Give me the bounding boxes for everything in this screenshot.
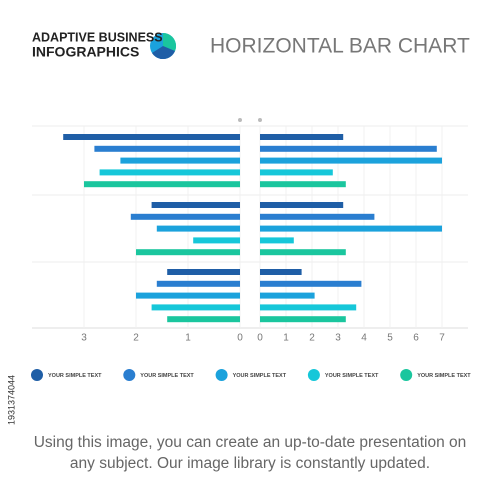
caption: any subject. Our image library is consta… (70, 455, 430, 472)
legend-label: YOUR SIMPLE TEXT (140, 373, 194, 379)
legend-label: YOUR SIMPLE TEXT (325, 373, 379, 379)
bar (130, 213, 240, 220)
bar (151, 202, 240, 208)
x-tick-label: 7 (439, 333, 445, 344)
x-tick-label: 4 (361, 333, 367, 344)
legend-swatch (400, 369, 413, 381)
bar (136, 249, 240, 256)
bar (260, 202, 344, 208)
bar (260, 269, 302, 275)
caption: Using this image, you can create an up-t… (34, 434, 467, 451)
bar (156, 225, 240, 232)
brand: INFOGRAPHICS (32, 44, 139, 60)
bar (84, 181, 240, 188)
bar (260, 157, 442, 164)
bar (151, 304, 240, 311)
logo-icon (150, 33, 176, 60)
bar (120, 157, 240, 164)
x-tick-label: 3 (81, 333, 87, 344)
brand: ADAPTIVE BUSINESS (32, 30, 163, 44)
bar (156, 280, 240, 287)
bar (260, 237, 294, 244)
bar (260, 134, 344, 140)
x-tick-label: 1 (283, 333, 289, 344)
axis-cap (258, 118, 262, 122)
bar (193, 237, 240, 244)
bar (260, 304, 357, 311)
x-tick-label: 5 (387, 333, 393, 344)
bar (260, 249, 346, 256)
x-tick-label: 6 (413, 333, 419, 344)
legend-swatch (31, 369, 43, 381)
bar (99, 169, 240, 176)
watermark-id: 1931374044 (6, 375, 16, 425)
bar (260, 145, 437, 152)
bar (260, 280, 362, 287)
legend-label: YOUR SIMPLE TEXT (233, 373, 287, 379)
bar (63, 134, 241, 140)
bar (260, 316, 346, 323)
bar (260, 181, 346, 188)
legend-swatch (123, 369, 136, 381)
legend-label: YOUR SIMPLE TEXT (48, 373, 102, 379)
x-tick-label: 2 (133, 333, 139, 344)
x-tick-label: 0 (237, 333, 243, 344)
x-tick-label: 3 (335, 333, 341, 344)
bar (260, 213, 375, 220)
x-tick-label: 2 (309, 333, 315, 344)
bar (260, 169, 333, 176)
bar (94, 145, 241, 152)
legend-swatch (215, 369, 228, 381)
chart-title: HORIZONTAL BAR CHART (210, 35, 470, 58)
bar (167, 316, 240, 323)
legend-swatch (307, 369, 320, 381)
bar (136, 292, 240, 299)
bar (167, 269, 240, 275)
x-tick-label: 0 (257, 333, 263, 344)
legend-label: YOUR SIMPLE TEXT (417, 373, 471, 379)
bar (260, 225, 442, 232)
axis-cap (238, 118, 242, 122)
x-tick-label: 1 (185, 333, 191, 344)
bar (260, 292, 315, 299)
